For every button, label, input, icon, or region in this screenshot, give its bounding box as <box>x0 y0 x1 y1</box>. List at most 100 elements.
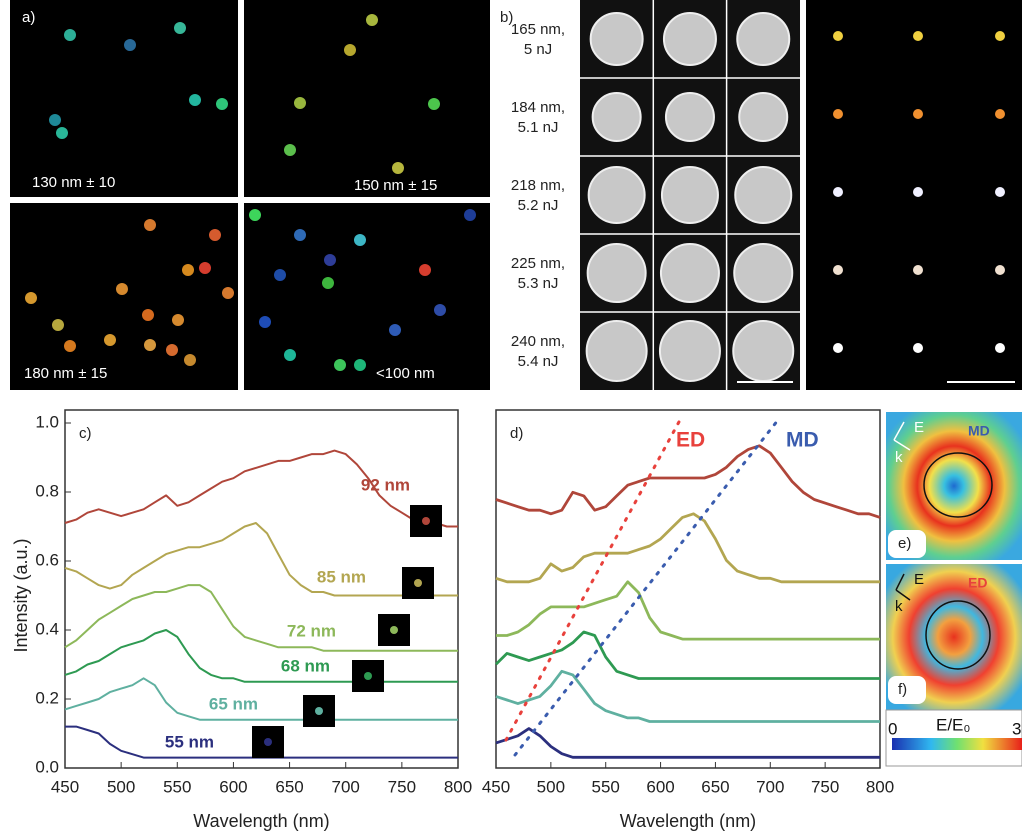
y-tick-label: 0.4 <box>35 619 59 638</box>
data-line <box>495 630 880 680</box>
colorbar: 0 E/E₀ 3 <box>885 709 1022 767</box>
row-label: 218 nm, <box>511 177 565 194</box>
particle <box>64 340 76 352</box>
row-label: 5.1 nJ <box>518 119 559 136</box>
row-label: 225 nm, <box>511 255 565 272</box>
particle <box>294 229 306 241</box>
sem-particle <box>732 320 795 382</box>
wave-label: k <box>895 449 903 466</box>
inset-particle <box>264 738 272 746</box>
series-label: 72 nm <box>287 621 336 640</box>
particle <box>249 209 261 221</box>
particle <box>184 354 196 366</box>
darkfield-particle <box>833 31 843 41</box>
charts: 450 500 550 600 650 700 750 800 0.0 0.2 0.4 0.6 0.8 1… <box>11 409 894 831</box>
panel-label: e) <box>898 535 911 552</box>
series-label: 92 nm <box>361 475 410 494</box>
chart: 450 500 550 600 650 700 750 800 0.0 0.2 0.4 0.6 0.8 1… <box>11 409 472 831</box>
particle <box>324 254 336 266</box>
particle <box>174 22 186 34</box>
particle <box>52 319 64 331</box>
x-tick-label: 450 <box>51 777 79 796</box>
darkfield-particle <box>833 187 843 197</box>
darkfield-particle <box>913 265 923 275</box>
row-label: 5.4 nJ <box>518 353 559 370</box>
wave-label: k <box>895 598 903 615</box>
panel-label: a) <box>22 9 35 26</box>
row-label: 5 nJ <box>524 41 552 58</box>
darkfield-particle <box>833 265 843 275</box>
data-line <box>495 669 880 723</box>
x-tick-label: 700 <box>332 777 360 796</box>
panel-label: c) <box>79 425 92 442</box>
sem-particle <box>738 92 789 142</box>
panel-label: b) <box>500 9 513 26</box>
particle-outline <box>925 600 991 670</box>
row-label: 5.2 nJ <box>518 197 559 214</box>
x-tick-label: 550 <box>592 777 620 796</box>
particle <box>274 269 286 281</box>
darkfield-particle <box>913 109 923 119</box>
darkfield-particle <box>995 109 1005 119</box>
image-caption: 130 nm ± 10 <box>32 174 115 191</box>
md-guide <box>513 418 780 757</box>
data-line <box>64 584 458 652</box>
sem-particle <box>591 92 642 142</box>
particle <box>104 334 116 346</box>
x-tick-label: 600 <box>646 777 674 796</box>
x-tick-label: 750 <box>811 777 839 796</box>
particle <box>56 127 68 139</box>
inset-particle <box>422 517 430 525</box>
particle <box>389 324 401 336</box>
data-line <box>64 677 458 721</box>
particle <box>209 229 221 241</box>
field-label: E <box>914 419 924 436</box>
field-arrow <box>895 573 905 591</box>
darkfield-particle <box>913 187 923 197</box>
x-tick-label: 450 <box>482 777 510 796</box>
particle <box>366 14 378 26</box>
inset-particle <box>364 672 372 680</box>
particle <box>334 359 346 371</box>
plot-frame <box>495 409 881 769</box>
particle <box>216 98 228 110</box>
data-line <box>64 522 458 597</box>
series-label: 55 nm <box>165 732 214 751</box>
particle <box>284 144 296 156</box>
y-tick-label: 0.0 <box>35 757 59 776</box>
particle <box>259 316 271 328</box>
panel-f: E k ED f) <box>886 564 1022 710</box>
image-caption: 150 nm ± 15 <box>354 177 437 194</box>
inset-particle <box>414 579 422 587</box>
data-line <box>495 727 880 759</box>
sem-particle <box>585 320 648 382</box>
particle <box>199 262 211 274</box>
darkfield-particle <box>833 109 843 119</box>
wave-arrow <box>895 589 911 601</box>
sem-particle <box>658 320 721 382</box>
annotation: MD <box>786 429 819 452</box>
darkfield-particle <box>995 343 1005 353</box>
darkfield-particle <box>913 343 923 353</box>
panel-label: d) <box>510 425 523 442</box>
particle <box>144 219 156 231</box>
particle <box>322 277 334 289</box>
panel-label: f) <box>898 681 907 698</box>
y-tick-label: 0.2 <box>35 688 59 707</box>
sem-particle <box>664 92 715 142</box>
particles <box>25 14 476 371</box>
colorbar-title: E/E₀ <box>936 715 970 734</box>
particle <box>182 264 194 276</box>
sem-particle <box>662 12 717 66</box>
particle <box>354 359 366 371</box>
y-tick-label: 0.6 <box>35 550 59 569</box>
particle <box>142 309 154 321</box>
particle <box>222 287 234 299</box>
data-line <box>495 444 881 519</box>
particle <box>166 344 178 356</box>
x-tick-label: 650 <box>275 777 303 796</box>
x-tick-label: 600 <box>219 777 247 796</box>
colorbar-max: 3 <box>1012 719 1021 738</box>
particle <box>344 44 356 56</box>
mode-label: ED <box>968 575 987 591</box>
